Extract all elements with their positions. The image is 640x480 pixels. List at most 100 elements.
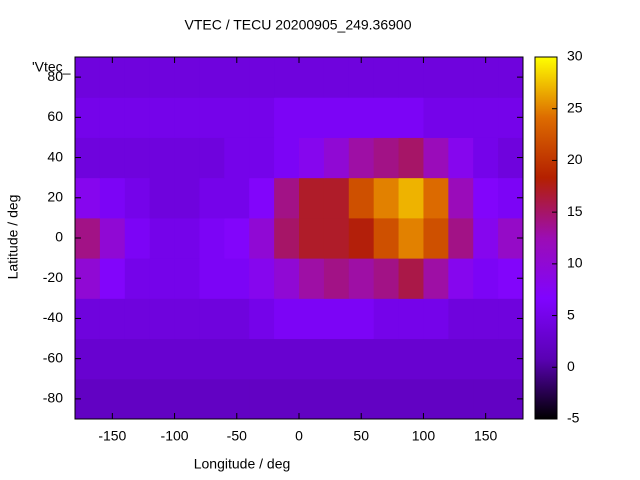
- heat-cell: [473, 298, 499, 340]
- heat-cell: [473, 258, 499, 299]
- heat-cell: [323, 298, 350, 340]
- y-tick-label: -20: [43, 269, 63, 285]
- heat-cell: [323, 97, 350, 138]
- x-tick-label: 150: [474, 428, 498, 444]
- y-tick-label: -40: [43, 309, 63, 325]
- heat-cell: [423, 378, 449, 420]
- heat-cell: [274, 258, 300, 299]
- heat-cell: [274, 177, 300, 219]
- heat-cell: [174, 57, 200, 98]
- heat-cell: [473, 97, 499, 138]
- colorbar-tick-label: 20: [567, 151, 583, 167]
- heat-cell: [174, 97, 200, 138]
- heat-cell: [99, 338, 126, 380]
- heat-cell: [274, 298, 300, 340]
- heat-cell: [149, 137, 176, 179]
- heat-cell: [398, 137, 424, 179]
- y-tick-label: 80: [47, 68, 63, 84]
- colorbar-tick-label: 5: [567, 306, 575, 322]
- heat-cell: [274, 137, 300, 179]
- x-tick-label: -50: [227, 428, 247, 444]
- heat-cell: [423, 137, 449, 179]
- heat-cell: [224, 217, 250, 259]
- heat-cell: [473, 137, 499, 179]
- heat-cell: [299, 217, 325, 259]
- heat-cell: [423, 298, 449, 340]
- heat-cell: [398, 378, 424, 420]
- heat-cell: [149, 177, 176, 219]
- colorbar-tick-label: 30: [567, 48, 583, 64]
- heat-cell: [274, 217, 300, 259]
- heat-cell: [423, 217, 449, 259]
- heat-cell: [249, 97, 275, 138]
- heat-cell: [99, 137, 126, 179]
- heat-cell: [174, 137, 200, 179]
- heat-cell: [274, 378, 300, 420]
- heat-cell: [448, 57, 474, 98]
- heat-cell: [124, 217, 151, 259]
- heat-cell: [348, 338, 375, 380]
- heat-cell: [249, 57, 275, 98]
- heat-cell: [199, 378, 225, 420]
- heat-cell: [348, 298, 375, 340]
- heat-cell: [124, 338, 151, 380]
- heat-cell: [373, 217, 400, 259]
- heat-cell: [249, 258, 275, 299]
- heat-cell: [398, 177, 424, 219]
- heat-cell: [348, 378, 375, 420]
- heat-cell: [274, 338, 300, 380]
- heat-cell: [448, 217, 474, 259]
- heat-cell: [224, 57, 250, 98]
- heat-cell: [174, 338, 200, 380]
- heat-cell: [448, 137, 474, 179]
- heat-cell: [398, 217, 424, 259]
- colorbar-tick-label: 10: [567, 255, 583, 271]
- heat-cell: [373, 338, 400, 380]
- x-tick-label: 50: [353, 428, 369, 444]
- heat-cell: [299, 97, 325, 138]
- heat-cell: [224, 338, 250, 380]
- heat-cell: [299, 137, 325, 179]
- heat-cell: [423, 57, 449, 98]
- heat-cell: [373, 97, 400, 138]
- y-tick-label: 0: [55, 229, 63, 245]
- heat-cell: [274, 57, 300, 98]
- heat-cell: [448, 338, 474, 380]
- heat-cell: [448, 97, 474, 138]
- heat-cell: [473, 177, 499, 219]
- key-label: 'Vtec_: [32, 59, 71, 75]
- heat-cell: [149, 378, 176, 420]
- heat-cell: [174, 177, 200, 219]
- heat-cell: [423, 258, 449, 299]
- heat-cell: [149, 258, 176, 299]
- heat-cell: [398, 258, 424, 299]
- heat-cell: [224, 258, 250, 299]
- colorbar-tick-label: 25: [567, 99, 583, 115]
- heat-cell: [398, 338, 424, 380]
- heat-cell: [348, 97, 375, 138]
- chart-title: VTEC / TECU 20200905_249.36900: [184, 17, 411, 33]
- heat-cell: [249, 298, 275, 340]
- heat-cell: [373, 298, 400, 340]
- heat-cell: [348, 137, 375, 179]
- heat-cell: [149, 338, 176, 380]
- heat-cell: [373, 137, 400, 179]
- heat-cell: [199, 298, 225, 340]
- heat-cell: [99, 258, 126, 299]
- heat-cell: [448, 258, 474, 299]
- heat-cell: [99, 217, 126, 259]
- heat-cell: [473, 378, 499, 420]
- heat-cell: [448, 298, 474, 340]
- heat-cell: [299, 378, 325, 420]
- heat-cell: [149, 298, 176, 340]
- colorbar-tick-label: 15: [567, 203, 583, 219]
- heat-cell: [323, 258, 350, 299]
- heat-cell: [348, 217, 375, 259]
- heat-cell: [299, 57, 325, 98]
- heat-cell: [323, 338, 350, 380]
- heat-cell: [249, 137, 275, 179]
- heat-cell: [299, 177, 325, 219]
- heat-cell: [423, 97, 449, 138]
- heat-cell: [323, 57, 350, 98]
- heat-cell: [448, 177, 474, 219]
